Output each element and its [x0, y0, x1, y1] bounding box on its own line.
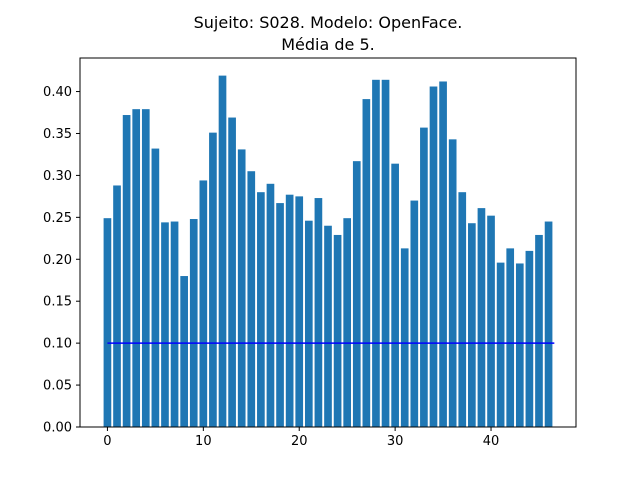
bar-0: [103, 218, 112, 427]
bar-39: [477, 208, 486, 427]
bar-29: [381, 79, 390, 428]
bar-30: [391, 163, 399, 427]
bar-33: [420, 127, 428, 428]
y-axis: 0.00 0.05 0.10 0.15 0.20 0.25 0.30 0.35 0.40: [43, 85, 80, 436]
bar-8: [180, 276, 188, 427]
bar-40: [487, 215, 495, 427]
x-tick-label: 10: [195, 434, 212, 449]
chart-title-line-2: Média de 5.: [281, 35, 375, 54]
bar-18: [276, 203, 284, 427]
bar-3: [132, 109, 141, 428]
y-tick-label: 0.30: [43, 169, 72, 184]
bar-22: [314, 198, 323, 427]
bar-35: [439, 81, 447, 428]
bar-34: [429, 86, 438, 427]
bar-12: [218, 75, 227, 428]
y-tick-label: 0.25: [43, 211, 72, 226]
bar-24: [333, 234, 342, 427]
bar-17: [266, 183, 275, 427]
bar-42: [506, 248, 515, 427]
y-tick-label: 0.05: [43, 379, 72, 394]
bar-27: [362, 99, 371, 427]
bar-45: [535, 234, 543, 427]
bar-13: [228, 117, 236, 427]
bar-37: [458, 192, 467, 427]
bar-44: [525, 250, 534, 427]
bar-28: [372, 79, 380, 428]
bar-4: [141, 109, 150, 428]
bar-41: [496, 262, 505, 427]
x-tick-label: 0: [103, 434, 111, 449]
bar-11: [209, 132, 217, 427]
bar-15: [247, 171, 256, 427]
y-tick-label: 0.00: [43, 421, 72, 436]
bars-group: [103, 75, 553, 428]
x-tick-label: 40: [483, 434, 500, 449]
x-tick-label: 20: [291, 434, 308, 449]
plot-frame: [79, 57, 577, 428]
bar-2: [122, 115, 131, 427]
bar-43: [515, 263, 524, 427]
y-tick-label: 0.15: [43, 295, 72, 310]
bar-5: [151, 148, 160, 427]
x-axis: 0 10 20 30 40: [103, 427, 499, 449]
bar-14: [237, 149, 246, 427]
y-tick-label: 0.40: [43, 85, 72, 100]
bar-31: [400, 248, 409, 427]
bar-7: [170, 221, 179, 427]
bar-38: [468, 223, 476, 427]
y-tick-label: 0.20: [43, 253, 72, 268]
bar-20: [295, 196, 304, 427]
bar-26: [352, 161, 361, 427]
bar-1: [113, 185, 121, 427]
bar-32: [410, 200, 419, 427]
chart-title-line-1: Sujeito: S028. Modelo: OpenFace.: [194, 13, 463, 32]
bar-9: [189, 219, 198, 427]
bar-25: [343, 218, 352, 427]
x-tick-label: 30: [387, 434, 404, 449]
bar-16: [257, 192, 265, 427]
bar-23: [324, 225, 332, 427]
bar-46: [544, 221, 553, 427]
y-tick-label: 0.35: [43, 127, 72, 142]
bar-19: [285, 194, 294, 427]
y-tick-label: 0.10: [43, 337, 72, 352]
bar-10: [199, 180, 208, 427]
bar-6: [161, 222, 169, 427]
bar-21: [304, 220, 313, 427]
bar-36: [448, 139, 457, 428]
